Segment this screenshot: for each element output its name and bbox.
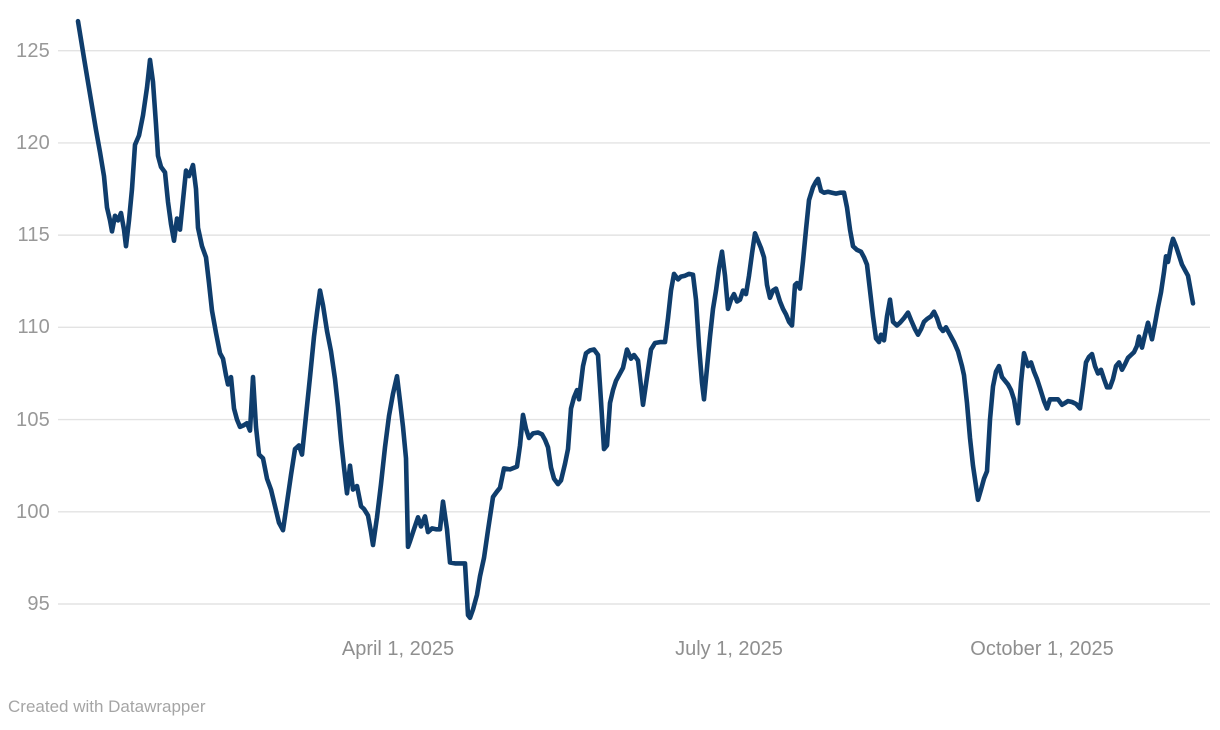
y-tick-label: 95 xyxy=(27,592,50,615)
gridlines xyxy=(58,50,1210,605)
y-tick-label: 115 xyxy=(17,224,50,247)
x-tick-label: October 1, 2025 xyxy=(970,638,1114,660)
datawrapper-credit: Created with Datawrapper xyxy=(8,697,206,716)
x-tick-label: July 1, 2025 xyxy=(675,638,783,660)
y-tick-label: 110 xyxy=(17,316,50,339)
x-tick-label: April 1, 2025 xyxy=(341,638,455,660)
y-tick-label: 105 xyxy=(16,408,50,431)
data-line xyxy=(75,18,1196,621)
y-tick-label: 125 xyxy=(16,39,50,62)
y-tick-label: 120 xyxy=(16,131,50,154)
y-tick-label: 100 xyxy=(16,500,50,523)
